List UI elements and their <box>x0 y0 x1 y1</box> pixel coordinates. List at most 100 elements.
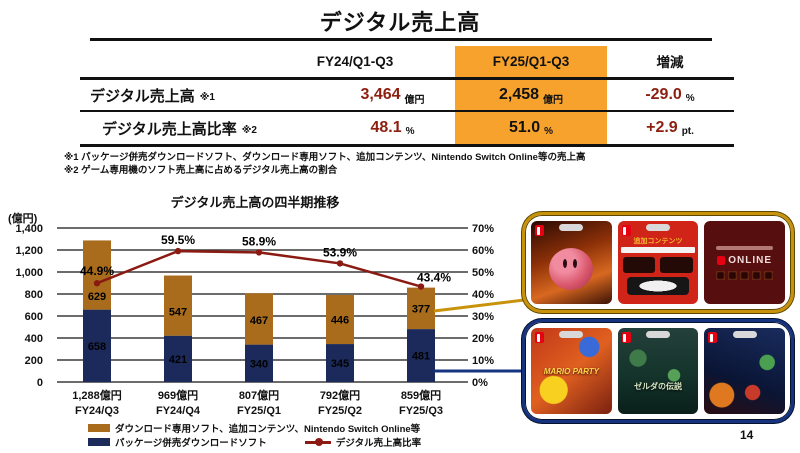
footnote-ref-1: ※1 <box>199 91 215 103</box>
switch-logo-icon <box>535 225 544 236</box>
x-category-label: FY25/Q1 <box>237 405 281 417</box>
hang-tab-icon <box>559 224 584 231</box>
nso-online-label: ONLINE <box>717 255 772 266</box>
y-left-tick-label: 600 <box>25 311 43 323</box>
title-underline <box>90 38 712 41</box>
cell-fy25-digital-sales: 2,458 億円 <box>498 86 564 106</box>
page-title: デジタル売上高 <box>319 10 481 35</box>
y-right-tick-label: 40% <box>472 289 494 301</box>
bar-value-package: 658 <box>88 341 106 353</box>
ratio-line-marker <box>417 283 425 290</box>
cell-change-digital-sales: -29.0 % <box>645 86 695 104</box>
game-card-kirby <box>531 221 612 304</box>
bar-value-package: 481 <box>412 351 430 363</box>
ratio-line-marker <box>93 280 101 287</box>
kirby-art <box>548 247 593 290</box>
bar-segment-download <box>326 294 354 345</box>
y-left-tick-label: 800 <box>25 289 43 301</box>
bar-value-package: 421 <box>169 354 187 366</box>
switch-logo-icon <box>621 332 631 343</box>
y-right-tick-label: 70% <box>472 223 494 235</box>
bar-segment-download <box>407 287 435 330</box>
switch-logo-icon <box>535 332 544 343</box>
x-category-label: FY24/Q4 <box>156 405 201 417</box>
footnote-1: ※1 パッケージ併売ダウンロードソフト、ダウンロード専用ソフト、追加コンテンツ、… <box>64 152 586 163</box>
legend-swatch-package <box>88 438 110 446</box>
game-card-zelda: ゼルダの伝説 <box>617 328 699 414</box>
footnote-2: ※2 ゲーム専用機のソフト売上高に占めるデジタル売上高の割合 <box>64 165 338 176</box>
x-total-label: 969億円 <box>158 388 198 402</box>
nso-text-line <box>716 245 773 250</box>
game-card-brothership <box>704 328 786 414</box>
x-category-label: FY25/Q3 <box>399 405 443 417</box>
x-total-label: 807億円 <box>239 388 279 402</box>
dlc-screenshot-right <box>660 257 693 273</box>
fy25-highlight-column <box>455 46 607 145</box>
digital-content-callout-panel: 追加コンテンツ ONLINE <box>522 212 794 313</box>
dlc-stripe <box>620 247 696 253</box>
y-right-tick-label: 60% <box>472 245 494 257</box>
ratio-point-label: 44.9% <box>80 264 114 278</box>
dlc-screenshot-left <box>622 257 655 273</box>
ratio-line-marker <box>336 260 344 267</box>
bar-value-download: 547 <box>169 307 187 319</box>
footnote-ref-2: ※2 <box>241 124 257 136</box>
cell-fy24-digital-sales: 3,464 億円 <box>360 86 425 106</box>
legend-swatch-download <box>88 424 110 432</box>
ratio-point-label: 53.9% <box>323 245 357 259</box>
ratio-line <box>96 249 422 288</box>
x-category-label: FY24/Q3 <box>75 405 119 417</box>
x-total-label: 1,288億円 <box>72 388 122 402</box>
bar-segment-download <box>245 293 273 345</box>
row-label-digital-ratio: デジタル売上高比率 ※2 <box>102 120 257 138</box>
game-card-dlc: 追加コンテンツ <box>617 221 699 304</box>
table-rule-bottom <box>80 144 734 147</box>
ratio-point-label: 58.9% <box>242 234 276 248</box>
ratio-point-label: 43.4% <box>417 271 451 285</box>
x-category-label: FY25/Q2 <box>318 405 362 417</box>
page-number: 14 <box>740 428 754 442</box>
y-left-tick-label: 200 <box>25 355 43 367</box>
switch-logo-icon <box>621 225 631 236</box>
bar-segment-download <box>164 275 192 336</box>
bar-value-package: 345 <box>331 358 349 370</box>
y-right-tick-label: 0% <box>472 377 488 389</box>
hang-tab-icon <box>732 331 757 338</box>
bar-value-package: 340 <box>250 358 268 370</box>
legend-line-marker <box>304 438 331 446</box>
bar-segment-package <box>164 335 192 382</box>
bar-segment-download <box>83 240 111 310</box>
game-card-nintendo-switch-online: ONLINE <box>704 221 786 304</box>
legend-label-ratio: デジタル売上高比率 <box>335 438 422 449</box>
hang-tab-icon <box>646 331 670 338</box>
bar-segment-package <box>83 309 111 382</box>
game-card-mario-party: MARIO PARTY <box>531 328 612 414</box>
switch-logo-icon <box>717 255 726 265</box>
quarterly-digital-sales-chart: デジタル売上高の四半期推移 (億円) 0 0% 200 10% 400 20% 600 30% 80… <box>8 195 494 417</box>
cell-change-digital-ratio: +2.9 pt. <box>646 119 694 137</box>
y-left-tick-label: 1,400 <box>15 223 43 235</box>
chart-title: デジタル売上高の四半期推移 <box>171 195 340 210</box>
y-left-tick-label: 400 <box>25 333 43 345</box>
ratio-line-marker <box>255 249 263 256</box>
legend-label-download: ダウンロード専用ソフト、追加コンテンツ、Nintendo Switch Onli… <box>115 424 421 435</box>
y-left-tick-label: 1,200 <box>15 245 43 257</box>
y-right-tick-label: 10% <box>472 355 494 367</box>
cell-fy25-digital-ratio: 51.0 % <box>508 119 554 137</box>
y-right-tick-label: 30% <box>472 311 494 323</box>
cell-fy24-digital-ratio: 48.1 % <box>370 119 415 137</box>
col-header-change: 増減 <box>656 55 684 70</box>
hang-tab-icon <box>559 331 584 338</box>
y-right-tick-label: 50% <box>472 267 494 279</box>
bar-value-download: 377 <box>412 303 430 315</box>
packaged-download-callout-panel: MARIO PARTY ゼルダの伝説 <box>522 319 794 423</box>
x-total-label: 792億円 <box>320 388 360 402</box>
y-left-tick-label: 0 <box>37 377 43 389</box>
legend-label-package: パッケージ併売ダウンロードソフト <box>115 438 267 449</box>
ratio-point-label: 59.5% <box>161 233 195 247</box>
table-rule-header <box>80 77 734 80</box>
bar-value-download: 446 <box>331 315 349 327</box>
col-header-fy24: FY24/Q1-Q3 <box>316 53 394 69</box>
mario-party-title: MARIO PARTY <box>543 366 599 376</box>
switch-logo-icon <box>708 332 718 343</box>
